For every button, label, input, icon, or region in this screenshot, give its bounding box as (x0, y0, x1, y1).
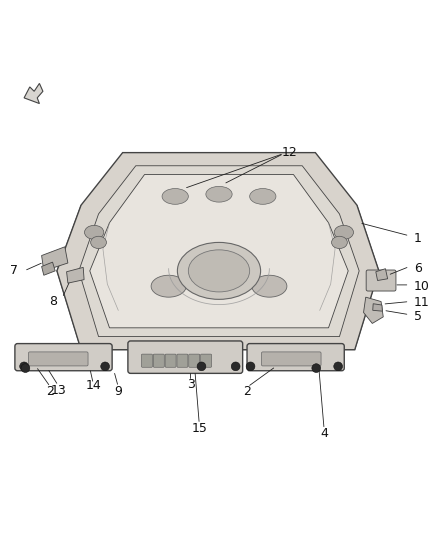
Ellipse shape (177, 243, 261, 300)
Polygon shape (355, 205, 379, 275)
Text: 14: 14 (85, 379, 101, 392)
Ellipse shape (85, 225, 104, 239)
Circle shape (21, 364, 30, 373)
Polygon shape (364, 297, 383, 324)
FancyBboxPatch shape (247, 344, 344, 371)
Circle shape (312, 364, 321, 373)
Ellipse shape (332, 236, 347, 248)
Circle shape (197, 362, 206, 371)
Text: 3: 3 (187, 378, 194, 391)
Polygon shape (90, 174, 348, 328)
Ellipse shape (162, 189, 188, 204)
Polygon shape (376, 269, 388, 280)
FancyBboxPatch shape (28, 352, 88, 366)
Ellipse shape (250, 189, 276, 204)
Text: 2: 2 (46, 385, 54, 398)
Text: 6: 6 (414, 262, 422, 275)
Polygon shape (373, 304, 382, 311)
Text: 9: 9 (114, 385, 122, 398)
FancyBboxPatch shape (201, 354, 212, 367)
Circle shape (334, 362, 343, 371)
FancyBboxPatch shape (141, 354, 152, 367)
FancyBboxPatch shape (366, 270, 396, 291)
FancyBboxPatch shape (189, 354, 200, 367)
Circle shape (246, 362, 255, 371)
Polygon shape (57, 205, 83, 275)
Text: 10: 10 (414, 280, 430, 293)
Text: 15: 15 (191, 422, 207, 435)
Polygon shape (24, 84, 43, 103)
Ellipse shape (188, 250, 250, 292)
Ellipse shape (206, 187, 232, 202)
Text: 7: 7 (11, 264, 18, 277)
Circle shape (231, 362, 240, 371)
Circle shape (20, 362, 28, 371)
FancyBboxPatch shape (128, 341, 243, 374)
FancyBboxPatch shape (177, 354, 188, 367)
Text: 13: 13 (50, 384, 66, 397)
Text: 11: 11 (414, 296, 430, 309)
Polygon shape (42, 262, 55, 275)
Ellipse shape (334, 225, 353, 239)
Text: 1: 1 (414, 231, 422, 245)
Text: 8: 8 (49, 295, 57, 308)
Text: 4: 4 (320, 427, 328, 440)
Polygon shape (57, 152, 379, 350)
Text: 2: 2 (244, 385, 251, 398)
Polygon shape (79, 166, 359, 336)
Polygon shape (42, 247, 68, 271)
Polygon shape (67, 268, 84, 283)
Circle shape (101, 362, 110, 371)
FancyBboxPatch shape (153, 354, 164, 367)
Ellipse shape (151, 275, 186, 297)
FancyBboxPatch shape (165, 354, 176, 367)
Ellipse shape (252, 275, 287, 297)
FancyBboxPatch shape (15, 344, 112, 371)
Ellipse shape (91, 236, 106, 248)
Polygon shape (57, 271, 379, 350)
Text: 12: 12 (281, 146, 297, 159)
FancyBboxPatch shape (261, 352, 321, 366)
Text: 5: 5 (414, 310, 422, 324)
